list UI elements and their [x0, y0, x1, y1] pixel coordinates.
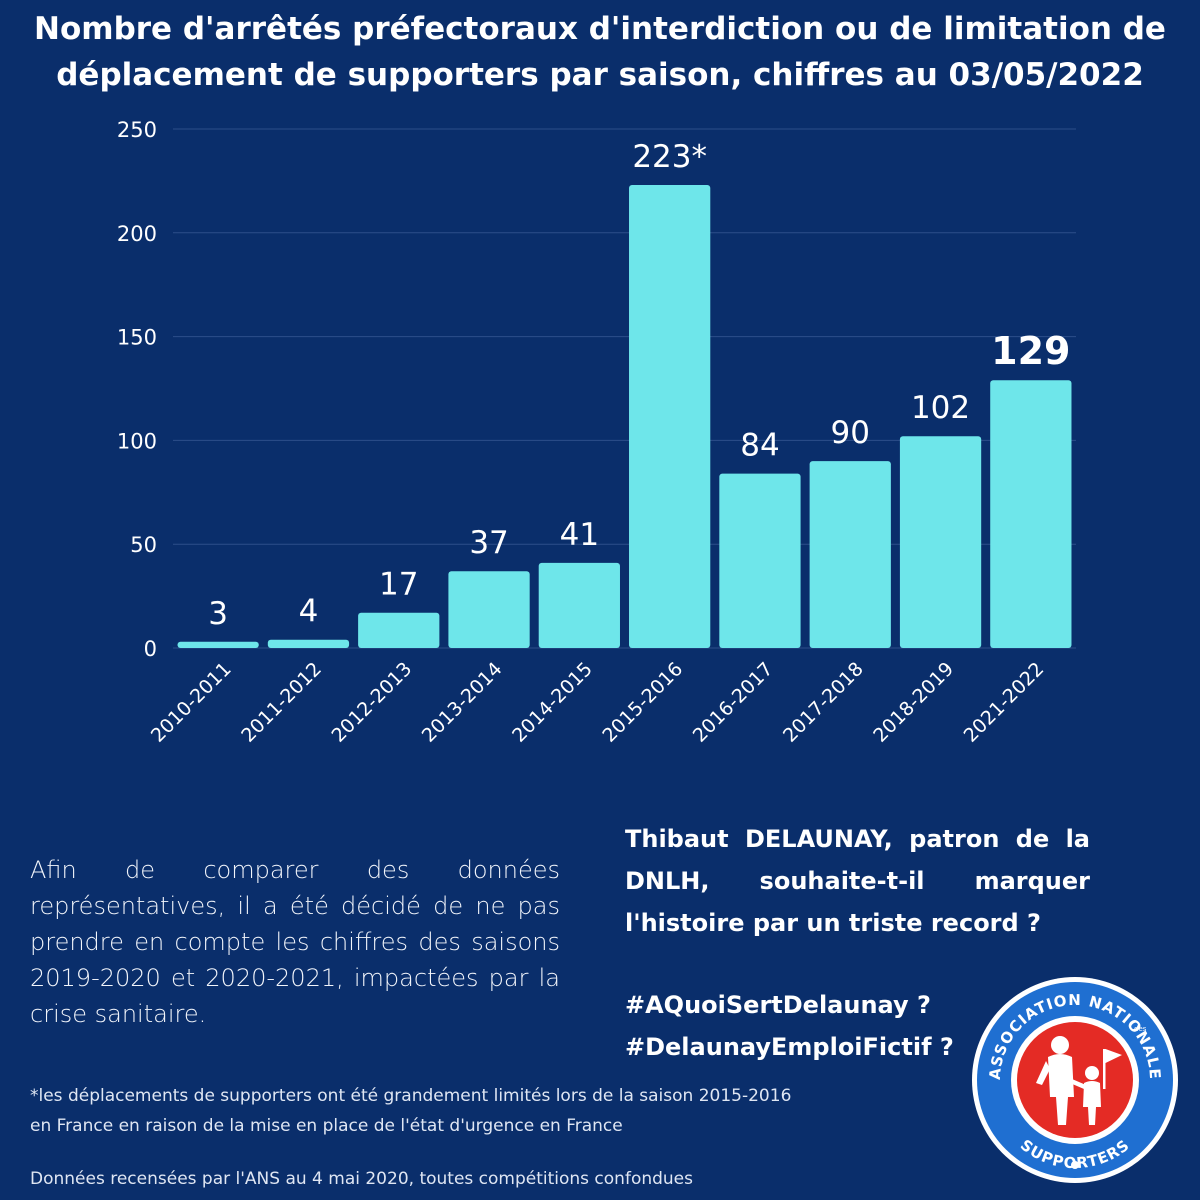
bar: [358, 612, 440, 648]
x-tick-label: 2014-2015: [508, 658, 597, 747]
x-tick-label: 2018-2019: [869, 658, 958, 747]
bar: [719, 473, 801, 648]
bar-chart: 0 50 100 150 200 250 3 2010-2011 4 2011-2012 17 201…: [117, 118, 1076, 747]
bar: [629, 185, 711, 648]
footnote: *les déplacements de supporters ont été …: [30, 1086, 792, 1136]
data-label: 17: [379, 567, 418, 603]
y-tick-label: 150: [117, 326, 157, 350]
x-tick-label: 2021-2022: [960, 658, 1049, 747]
x-tick-label: 2016-2017: [689, 658, 778, 747]
y-tick-label: 200: [117, 222, 157, 246]
methodology-note: Afin de comparer des données représentat…: [30, 856, 560, 1028]
bar: [448, 571, 530, 648]
hashtags: #AQuoiSertDelaunay ? #DelaunayEmploiFict…: [625, 984, 1025, 1068]
supporters-emblem-icon: [1036, 1036, 1122, 1125]
bar: [177, 641, 259, 648]
y-tick-label: 100: [117, 429, 157, 453]
logo-emblem-circle: [1017, 1022, 1133, 1138]
data-label: 41: [560, 517, 599, 553]
question-text: Thibaut DELAUNAY, patron de la DNLH, sou…: [625, 825, 1090, 937]
ball-icon: [1071, 1161, 1079, 1169]
chart-title-line-1: Nombre d'arrêtés préfectoraux d'interdic…: [34, 11, 1166, 47]
x-tick-label: 2011-2012: [237, 658, 326, 747]
y-tick-label: 50: [130, 533, 157, 557]
source-note: Données recensées par l'ANS au 4 mai 202…: [30, 1169, 693, 1189]
data-label: 3: [208, 596, 228, 632]
ans-logo: ASSOCIATION NATIONALE des SUPPORTERS: [972, 977, 1178, 1183]
x-tick-label: 2010-2011: [147, 658, 236, 747]
data-label: 223*: [632, 139, 707, 175]
data-label: 90: [831, 415, 870, 451]
hashtag-2[interactable]: #DelaunayEmploiFictif ?: [625, 1033, 954, 1061]
data-label: 4: [299, 594, 319, 630]
bar: [990, 380, 1072, 648]
bar: [538, 562, 620, 648]
data-label: 84: [740, 428, 779, 464]
x-tick-label: 2013-2014: [418, 658, 507, 747]
data-label: 102: [911, 390, 970, 426]
bar: [899, 436, 982, 648]
hashtag-1[interactable]: #AQuoiSertDelaunay ?: [625, 991, 931, 1019]
data-label: 129: [991, 329, 1070, 373]
bar: [809, 461, 891, 648]
data-label: 37: [469, 525, 508, 561]
logo-text-des: des: [1134, 1025, 1147, 1033]
bar: [267, 639, 350, 648]
y-tick-label: 250: [117, 118, 157, 142]
chart-title-line-2: déplacement de supporters par saison, ch…: [56, 57, 1144, 93]
x-tick-label: 2012-2013: [327, 658, 416, 747]
x-tick-label: 2017-2018: [779, 658, 868, 747]
x-tick-label: 2015-2016: [598, 658, 687, 747]
chart-title: Nombre d'arrêtés préfectoraux d'interdic…: [0, 6, 1200, 98]
y-tick-label: 0: [144, 637, 157, 661]
